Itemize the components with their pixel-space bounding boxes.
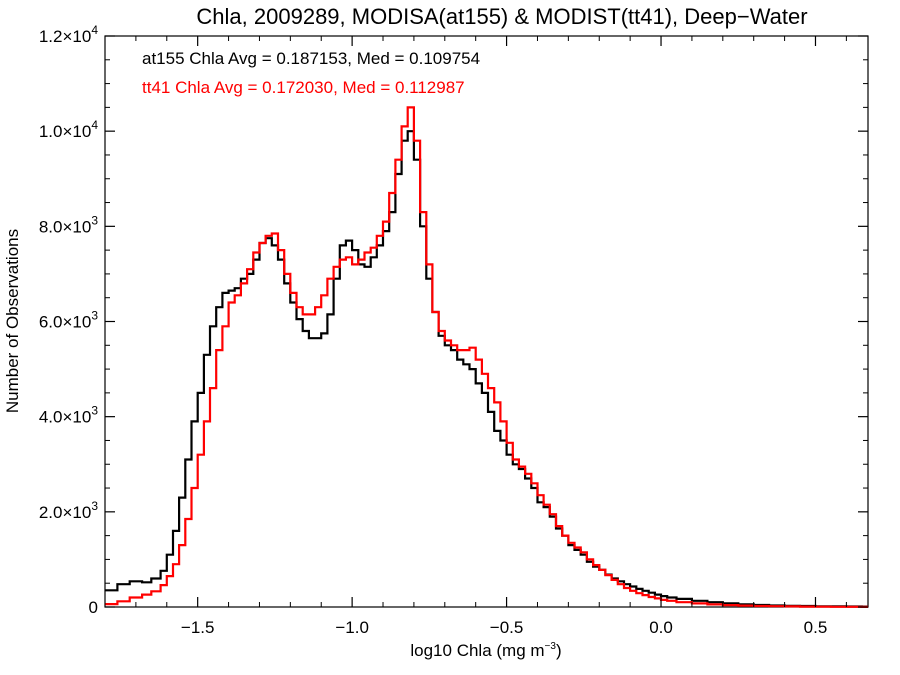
x-axis-label-superscript: −3 [545,641,557,652]
x-tick-label: 0.5 [804,618,828,637]
plot-frame [104,35,869,608]
chart-title: Chla, 2009289, MODISA(at155) & MODIST(tt… [196,4,807,29]
y-tick-label-exponent: 3 [91,309,98,323]
y-tick-label: 8.0×103 [39,213,98,236]
y-tick-label-base: 2.0×10 [39,503,91,522]
x-tick-label: −1.0 [335,618,369,637]
y-tick-label: 1.2×104 [39,23,98,46]
y-tick-label: 0 [89,598,98,617]
x-tick-label: 0.0 [649,618,673,637]
y-tick-label-exponent: 3 [91,499,98,513]
y-tick-label: 6.0×103 [39,309,98,332]
y-tick-label: 2.0×103 [39,499,98,522]
y-axis-ticks: 02.0×1034.0×1036.0×1038.0×1031.0×1041.2×… [39,23,868,617]
series-layer [105,106,868,608]
y-tick-label: 1.0×104 [39,118,98,141]
plot-area: −1.5 −1.0 −0.5 0.0 0.5 02.0×1034.0×1036.0×10… [39,23,869,637]
y-tick-label-exponent: 3 [91,404,98,418]
y-tick-label-base: 1.2×10 [39,27,91,46]
series-line-0 [105,130,868,608]
annotation-tt41: tt41 Chla Avg = 0.172030, Med = 0.112987 [142,78,465,97]
x-axis-label-close: ) [556,641,562,660]
x-axis-label: log10 Chla (mg m−3) [410,641,561,660]
y-tick-label: 4.0×103 [39,404,98,427]
annotation-at155: at155 Chla Avg = 0.187153, Med = 0.10975… [142,49,480,68]
y-axis-label: Number of Observations [3,229,22,413]
x-tick-label: −1.5 [181,618,215,637]
y-tick-label-exponent: 3 [91,213,98,227]
x-axis-label-main: log10 Chla (mg m [410,641,544,660]
x-tick-label: −0.5 [490,618,524,637]
y-tick-label-base: 4.0×10 [39,408,91,427]
y-tick-label-base: 6.0×10 [39,313,91,332]
y-tick-label-exponent: 4 [91,118,98,132]
y-tick-label-base: 0 [89,598,98,617]
y-tick-label-exponent: 4 [91,23,98,37]
y-tick-label-base: 8.0×10 [39,217,91,236]
y-tick-label-base: 1.0×10 [39,122,91,141]
series-line-1 [105,106,868,608]
x-axis-ticks: −1.5 −1.0 −0.5 0.0 0.5 [104,36,847,637]
